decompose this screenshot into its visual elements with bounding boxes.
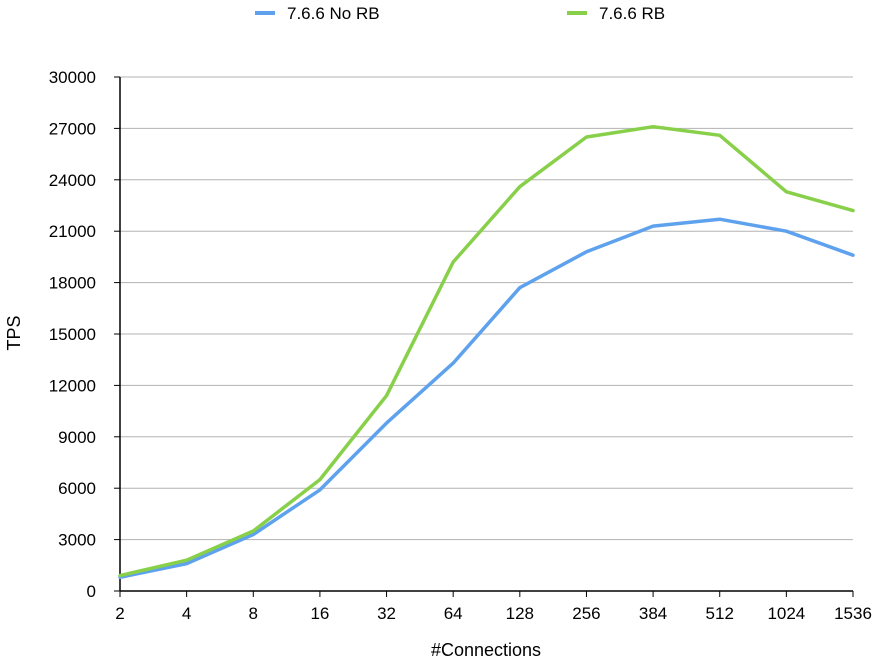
x-tick-label: 1536 [834,604,872,623]
y-tick-label: 0 [87,582,96,601]
y-tick-labels: 0 3000 6000 9000 12000 15000 18000 21000 24000 27… [49,68,96,601]
series-lines [118,124,855,580]
x-tick-label: 16 [310,604,329,623]
y-tick-label: 12000 [49,376,96,395]
x-tick-label: 512 [706,604,734,623]
y-tick-label: 24000 [49,171,96,190]
x-tick-label: 8 [249,604,258,623]
x-tick-label: 32 [377,604,396,623]
series-line-1 [118,124,855,578]
axes [114,76,854,597]
y-tick-label: 18000 [49,274,96,293]
y-tick-label: 3000 [58,531,96,550]
x-axis-title: #Connections [431,640,541,660]
x-tick-label: 128 [506,604,534,623]
y-tick-label: 15000 [49,325,96,344]
y-axis-title: TPS [4,315,24,350]
y-tick-label: 21000 [49,222,96,241]
legend-label: 7.6.6 RB [599,4,665,23]
y-tick-label: 30000 [49,68,96,87]
x-tick-label: 1024 [767,604,805,623]
series-line-0 [118,217,855,580]
legend: 7.6.6 No RB 7.6.6 RB [255,4,665,23]
legend-label: 7.6.6 No RB [287,4,380,23]
y-tick-label: 9000 [58,428,96,447]
y-tick-label: 6000 [58,479,96,498]
x-tick-label: 256 [572,604,600,623]
x-tick-label: 2 [115,604,124,623]
x-tick-label: 4 [182,604,191,623]
y-tick-label: 27000 [49,119,96,138]
gridlines [120,76,853,541]
x-tick-labels: 2 4 8 16 32 64 128 256 384 512 1024 1536 [115,604,872,623]
x-tick-label: 384 [639,604,667,623]
x-tick-label: 64 [444,604,463,623]
